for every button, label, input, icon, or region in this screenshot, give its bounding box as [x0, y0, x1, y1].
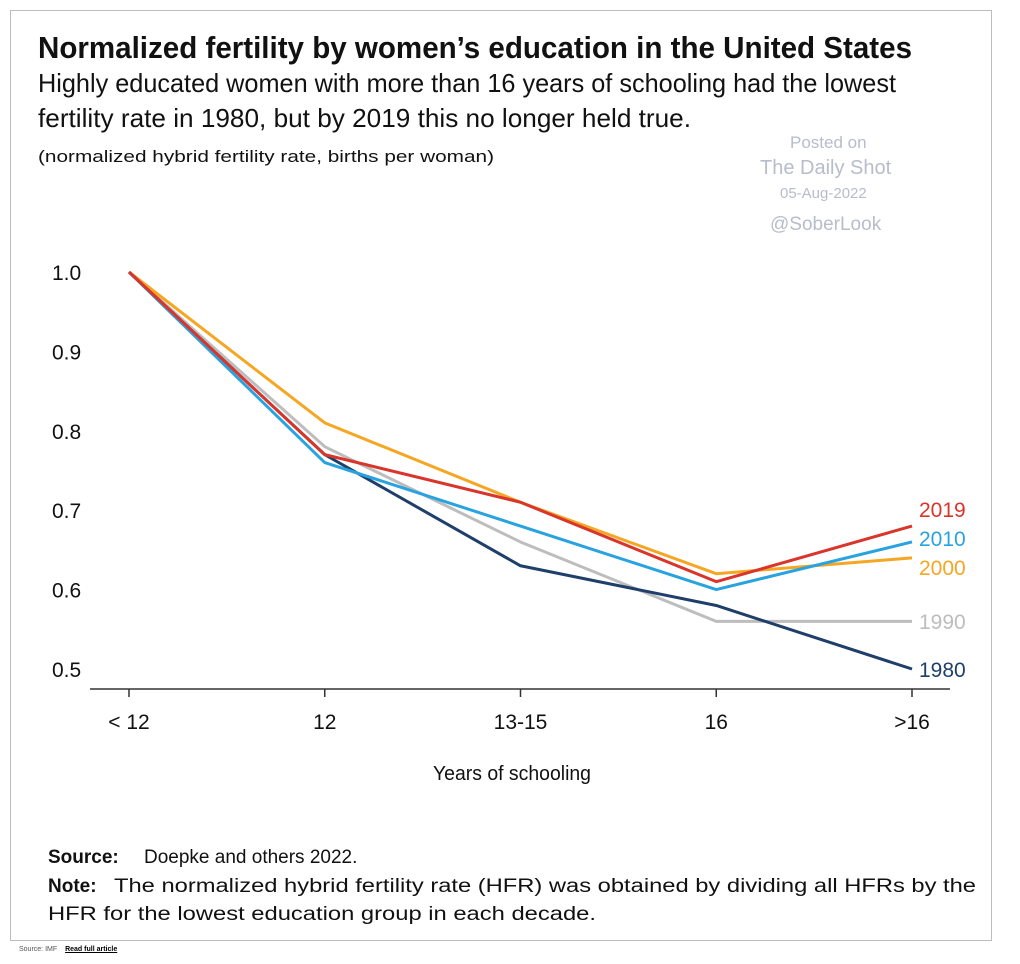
series-label-1990: 1990: [919, 611, 966, 634]
series-line-2000: [128, 270, 913, 576]
units-note: (normalized hybrid fertility rate, birth…: [38, 147, 494, 166]
y-tick-label: 0.5: [52, 659, 81, 682]
x-axis: < 12 12 13-15 16 >16: [108, 689, 930, 734]
series-line-1990: [128, 270, 912, 623]
watermark-handle: @SoberLook: [770, 214, 882, 235]
series-labels: 1990 1980 2000 2010 2019: [919, 499, 966, 682]
note-text-1: The normalized hybrid fertility rate (HF…: [114, 876, 976, 897]
y-tick-label: 0.9: [52, 341, 81, 364]
chart-title: Normalized fertility by women’s educatio…: [38, 30, 912, 65]
y-tick-label: 0.8: [52, 421, 81, 444]
x-axis-label: Years of schooling: [433, 763, 591, 785]
source-text: Doepke and others 2022.: [144, 847, 357, 868]
x-tick-label: >16: [894, 711, 930, 734]
note-label: Note:: [48, 876, 97, 897]
watermark-date: 05-Aug-2022: [780, 185, 867, 202]
x-tick-label: < 12: [108, 711, 149, 734]
chart-subtitle-1: Highly educated women with more than 16 …: [38, 68, 897, 98]
x-tick-label: 13-15: [494, 711, 548, 734]
chart-subtitle-2: fertility rate in 1980, but by 2019 this…: [38, 103, 691, 133]
series-line-2019: [127, 270, 913, 584]
footer: Source: IMF Read full article: [19, 946, 117, 953]
x-tick-label: 12: [313, 711, 336, 734]
series-line-1980: [127, 270, 913, 671]
read-full-article-link[interactable]: Read full article: [65, 946, 118, 953]
source-label: Source:: [48, 847, 119, 868]
series-lines: [127, 270, 913, 671]
y-tick-label: 0.6: [52, 580, 81, 603]
series-label-2010: 2010: [919, 528, 966, 551]
y-tick-label: 0.7: [52, 500, 81, 523]
series-label-1980: 1980: [919, 659, 966, 682]
watermark-posted: Posted on: [790, 133, 867, 152]
series-label-2000: 2000: [919, 557, 966, 580]
y-axis: 1.0 0.9 0.8 0.7 0.6 0.5: [52, 262, 81, 682]
series-label-2019: 2019: [919, 499, 966, 522]
x-tick-label: 16: [705, 711, 728, 734]
footer-source: Source: IMF: [19, 946, 58, 953]
note-text-2: HFR for the lowest education group in ea…: [48, 904, 596, 925]
series-line-2010: [127, 270, 913, 592]
watermark: Posted on The Daily Shot 05-Aug-2022 @So…: [760, 133, 892, 235]
chart-frame: [10, 10, 992, 941]
y-tick-label: 1.0: [52, 262, 81, 285]
watermark-source: The Daily Shot: [760, 157, 892, 179]
